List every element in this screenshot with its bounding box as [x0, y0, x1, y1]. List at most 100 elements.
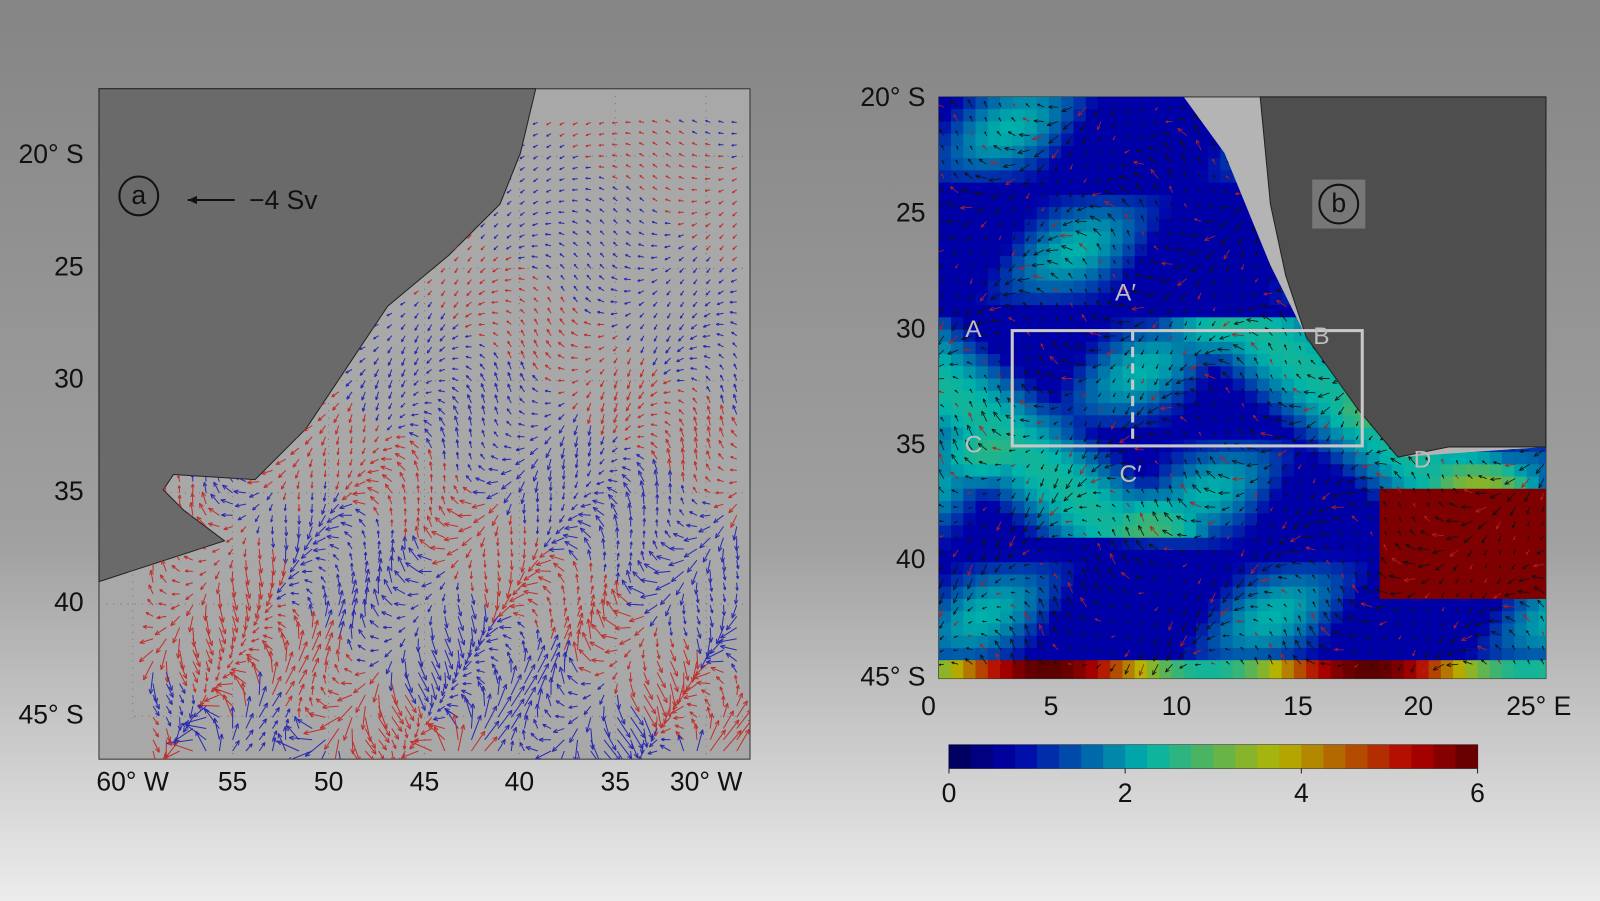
vector-head: [486, 480, 492, 485]
vector-head: [352, 579, 357, 585]
vector: [165, 728, 171, 742]
vector-head: [637, 255, 641, 258]
vector: [592, 506, 605, 516]
vector-head: [600, 451, 604, 455]
vector-head: [586, 407, 591, 412]
vector-head: [533, 718, 538, 724]
vector-head: [159, 664, 165, 671]
vector: [423, 525, 433, 539]
vector: [669, 627, 673, 636]
vector: [387, 565, 393, 583]
vector-head: [623, 481, 629, 488]
vector: [707, 405, 711, 415]
vector: [165, 683, 174, 698]
vector: [582, 694, 592, 700]
vector-head: [559, 156, 562, 160]
vector-head: [676, 379, 680, 383]
vector: [614, 391, 618, 401]
vector-head: [384, 737, 390, 744]
vector: [614, 380, 618, 389]
vector: [307, 526, 313, 540]
vector: [345, 380, 353, 387]
vector-head: [334, 663, 339, 668]
vector: [616, 694, 620, 710]
vector-head: [349, 440, 353, 444]
vector-head: [547, 531, 551, 536]
vector-head: [719, 686, 724, 691]
vector-head: [577, 520, 583, 525]
vector: [536, 703, 539, 718]
vector-head: [598, 286, 602, 290]
vector: [369, 620, 379, 628]
vector: [732, 404, 738, 415]
vector-head: [417, 554, 423, 559]
vector-head: [353, 588, 359, 594]
vector: [245, 593, 251, 612]
vector-head: [499, 625, 505, 630]
vector-head: [653, 632, 658, 637]
vector-head: [678, 399, 681, 403]
vector-head: [518, 422, 522, 426]
vector-head: [696, 648, 702, 655]
vector-head: [322, 592, 328, 598]
vector: [492, 604, 499, 623]
vector-head: [450, 563, 456, 569]
vector: [326, 535, 339, 539]
vector-head: [231, 636, 237, 642]
vector-head: [637, 415, 641, 419]
vector-head: [669, 546, 675, 552]
vector-head: [678, 199, 681, 202]
vector-head: [665, 350, 669, 354]
vector: [391, 683, 398, 706]
vector: [722, 702, 729, 718]
vector-head: [480, 247, 484, 251]
vector-head: [356, 658, 361, 662]
vector-head: [689, 711, 694, 716]
vector-head: [203, 688, 208, 693]
vector-head: [665, 119, 668, 123]
vector-head: [520, 329, 524, 333]
vector: [502, 458, 512, 461]
vector-head: [665, 281, 669, 285]
vector-head: [696, 609, 700, 613]
vector-head: [678, 418, 683, 422]
vector-head: [263, 702, 269, 709]
vector: [165, 717, 172, 727]
vector-head: [209, 650, 214, 656]
vector: [710, 667, 724, 673]
vector-head: [626, 230, 629, 234]
vector-head: [732, 213, 735, 217]
vector: [590, 728, 594, 750]
vector-head: [246, 696, 252, 702]
vector: [338, 634, 341, 651]
vector-head: [574, 474, 579, 479]
vector-head: [292, 463, 297, 468]
vector-head: [527, 700, 533, 706]
vector: [300, 559, 313, 566]
vector-head: [439, 348, 443, 352]
vector-head: [637, 559, 643, 566]
vector: [358, 518, 366, 527]
vector-head: [464, 696, 469, 703]
vector-head: [626, 601, 632, 607]
vector-head: [638, 243, 641, 246]
vector-head: [545, 351, 549, 356]
vector: [362, 706, 366, 730]
vector-head: [665, 152, 669, 156]
vector-head: [297, 707, 302, 712]
vector-head: [678, 153, 682, 156]
vector-head: [200, 586, 204, 591]
vector-head: [519, 298, 523, 302]
vector-head: [718, 131, 721, 135]
vector: [643, 661, 646, 671]
vector-head: [567, 674, 573, 681]
vector-head: [653, 338, 657, 342]
vector-head: [582, 695, 587, 700]
vector: [192, 638, 199, 659]
vector-head: [454, 427, 459, 432]
vector-head: [691, 165, 695, 168]
vector: [332, 402, 340, 411]
vector: [707, 706, 711, 718]
vector-head: [369, 635, 374, 639]
vector-head: [569, 737, 574, 743]
